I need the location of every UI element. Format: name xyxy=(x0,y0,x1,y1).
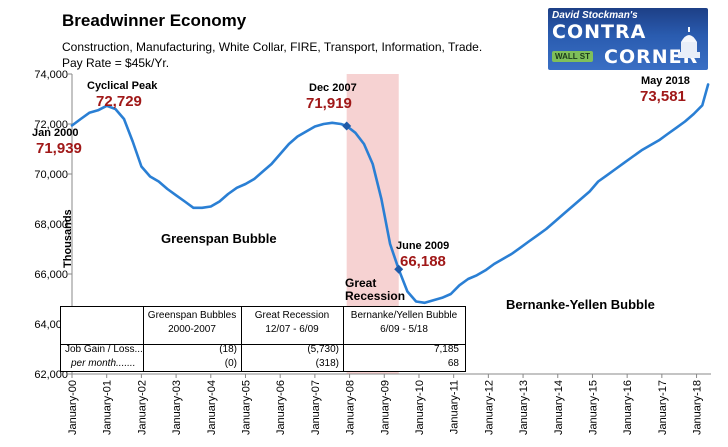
dec2007-label: Dec 2007 xyxy=(309,82,357,94)
table-header-bernanke-line2: 6/09 - 5/18 xyxy=(380,324,428,335)
table-header-greenspan-line1: Greenspan Bubbles xyxy=(147,310,237,321)
y-tick-label: 66,000 xyxy=(34,269,68,281)
june2009-value: 66,188 xyxy=(400,253,446,270)
x-tick-label: January-01 xyxy=(102,380,114,435)
table-row-label: Job Gain / Loss... xyxy=(65,344,143,355)
x-tick-label: January-13 xyxy=(518,380,530,435)
y-tick-label: 64,000 xyxy=(34,319,68,331)
table-divider xyxy=(143,307,144,371)
logo-line2: CONTRA xyxy=(552,21,647,43)
chart-title: Breadwinner Economy xyxy=(62,11,247,30)
table-row-label: per month....... xyxy=(71,358,136,369)
table-divider xyxy=(343,307,344,371)
y-tick-label: 70,000 xyxy=(34,169,68,181)
may2018-label: May 2018 xyxy=(641,75,690,87)
capitol-dome-icon xyxy=(678,27,700,58)
job-summary-table: Greenspan Bubbles 2000-2007 Great Recess… xyxy=(60,306,466,372)
x-tick-label: January-07 xyxy=(310,380,322,435)
logo-line3: CORNER xyxy=(604,46,699,68)
table-header-recession-line2: 12/07 - 6/09 xyxy=(265,324,319,335)
jan2000-label: Jan 2000 xyxy=(32,127,79,139)
cyclical-peak-value: 72,729 xyxy=(96,93,142,110)
x-tick-label: January-05 xyxy=(240,380,252,435)
x-tick-label: January-08 xyxy=(345,380,357,435)
dec2007-value: 71,919 xyxy=(306,95,352,112)
x-tick-label: January-18 xyxy=(692,380,704,435)
logo-street-sign: WALL ST xyxy=(552,51,593,62)
x-tick-label: January-04 xyxy=(206,380,218,435)
x-tick-label: January-02 xyxy=(136,380,148,435)
chart-subtitle-line2: Pay Rate = $45k/Yr. xyxy=(62,56,170,70)
x-tick-label: January-03 xyxy=(171,380,183,435)
x-tick-label: January-17 xyxy=(657,380,669,435)
cyclical-peak-label: Cyclical Peak xyxy=(87,80,158,92)
x-tick-label: January-15 xyxy=(587,380,599,435)
y-tick-label: 68,000 xyxy=(34,219,68,231)
june2009-label: June 2009 xyxy=(396,240,450,252)
data-point-marker xyxy=(394,264,404,274)
table-divider xyxy=(241,307,242,371)
x-tick-label: January-11 xyxy=(449,380,461,434)
great-recession-label-line2: Recession xyxy=(345,289,406,303)
data-point-marker xyxy=(342,121,352,131)
y-axis-label: Thousands xyxy=(62,209,74,268)
y-tick-label: 74,000 xyxy=(34,69,68,81)
table-cell: (318) xyxy=(315,358,339,369)
chart-subtitle-line1: Construction, Manufacturing, White Colla… xyxy=(62,40,483,54)
x-tick-label: January-06 xyxy=(275,380,287,435)
logo-line1: David Stockman's xyxy=(552,10,638,21)
table-header-bernanke-line1: Bernanke/Yellen Bubble xyxy=(350,310,458,321)
table-cell: (5,730) xyxy=(307,344,339,355)
x-tick-label: January-12 xyxy=(483,380,495,435)
series-line xyxy=(70,83,710,305)
table-cell: (18) xyxy=(219,344,237,355)
table-divider xyxy=(61,344,465,345)
x-tick-label: January-10 xyxy=(414,380,426,435)
table-header-greenspan-line2: 2000-2007 xyxy=(168,324,216,335)
y-tick-label: 72,000 xyxy=(34,119,68,131)
table-cell: (0) xyxy=(224,358,237,369)
x-tick-label: January-00 xyxy=(67,380,79,435)
x-tick-label: January-09 xyxy=(379,380,391,435)
table-header-recession-line1: Great Recession xyxy=(254,310,330,321)
table-cell: 68 xyxy=(447,358,459,369)
y-tick-label: 62,000 xyxy=(34,369,68,381)
may2018-value: 73,581 xyxy=(640,88,686,105)
bernanke-yellen-bubble-label: Bernanke-Yellen Bubble xyxy=(506,297,655,312)
contra-corner-logo: David Stockman's CONTRA WALL ST CORNER xyxy=(548,8,708,70)
greenspan-bubble-label: Greenspan Bubble xyxy=(161,231,277,246)
table-cell: 7,185 xyxy=(433,344,459,355)
great-recession-label-line1: Great xyxy=(345,276,377,290)
jan2000-value: 71,939 xyxy=(36,140,82,157)
x-tick-label: January-14 xyxy=(553,380,565,435)
x-tick-label: January-16 xyxy=(622,380,634,435)
